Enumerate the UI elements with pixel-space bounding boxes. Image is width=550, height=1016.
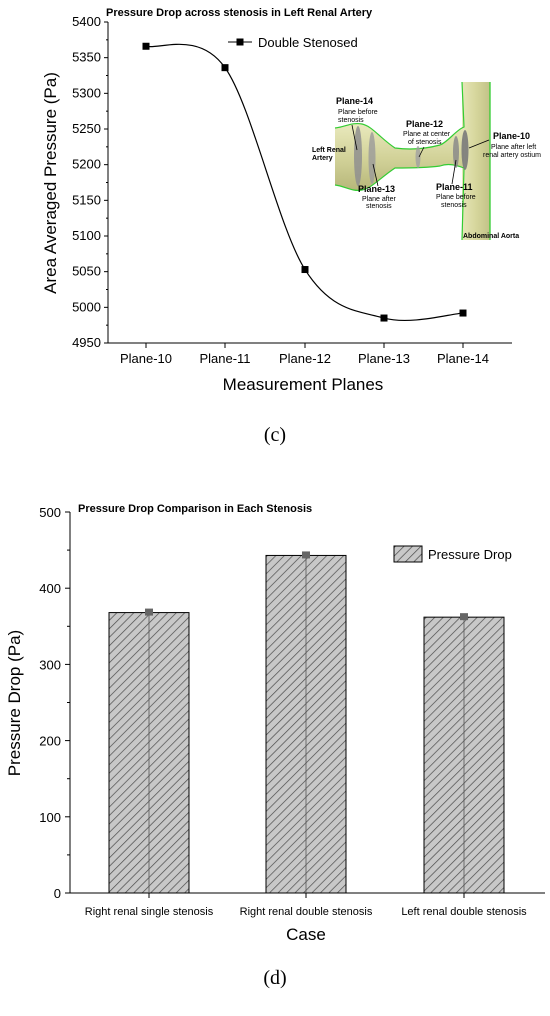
plane-10-desc-2: renal artery ostium	[483, 152, 541, 159]
arrow-plane-10	[468, 139, 490, 149]
c-xtick-label-1: Plane-11	[199, 351, 250, 366]
d-ytick-label-300: 300	[39, 657, 61, 672]
plane-12-name: Plane-12	[406, 119, 443, 129]
c-xtick-label-2: Plane-12	[279, 351, 331, 366]
chart-d-title: Pressure Drop Comparison in Each Stenosi…	[78, 503, 312, 515]
c-xtick-label-4: Plane-14	[437, 351, 489, 366]
chart-d-ylabel: Pressure Drop (Pa)	[5, 630, 24, 776]
chart-c-series	[142, 42, 467, 322]
panel-label-d: (d)	[263, 967, 287, 989]
plane-11-name: Plane-11	[436, 182, 473, 192]
plane-13-disc	[368, 132, 376, 184]
panel-label-c: (c)	[263, 424, 287, 446]
inset-left-label-2: Artery	[312, 155, 333, 162]
point-plane-11	[221, 64, 229, 72]
d-ytick-label-400: 400	[39, 581, 61, 596]
bar-marker-2	[460, 613, 468, 621]
chart-c-y-ticks: 4950 5000 5050 5100 5150 5200 5250 5300 5350 5400	[72, 14, 108, 350]
inset-right-label: Abdominal Aorta	[463, 233, 519, 240]
point-plane-12	[301, 266, 309, 274]
plane-11-desc-2: stenosis	[441, 202, 467, 209]
chart-c-legend: Double Stenosed	[228, 35, 358, 50]
plane-11-desc-1: Plane before	[436, 194, 476, 201]
d-xtick-label-0: Right renal single stenosis	[85, 906, 214, 918]
legend-d-swatch	[393, 545, 423, 563]
renal-wall-bottom	[334, 163, 465, 241]
arrow-plane-12	[418, 146, 425, 158]
c-xtick-label-3: Plane-13	[358, 351, 410, 366]
c-ytick-label-4950: 4950	[72, 335, 101, 350]
renal-wall-top	[334, 81, 465, 150]
inset-left-label-1: Left Renal	[312, 147, 346, 154]
plane-14-desc-2: stenosis	[338, 117, 364, 124]
chart-c-title: Pressure Drop across stenosis in Left Re…	[106, 7, 373, 19]
line-chart-c: Pressure Drop across stenosis in Left Re…	[41, 7, 541, 394]
vessel-inset: Left Renal Artery Abdominal Aorta Plane-…	[312, 81, 541, 241]
d-xtick-label-1: Right renal double stenosis	[240, 906, 373, 918]
plane-10-name: Plane-10	[493, 131, 530, 141]
d-xtick-label-2: Left renal double stenosis	[401, 906, 527, 918]
c-ytick-label-5000: 5000	[72, 299, 101, 314]
plane-13-desc-2: stenosis	[366, 203, 392, 210]
c-ytick-label-5200: 5200	[72, 157, 101, 172]
chart-c-x-ticks: Plane-10 Plane-11 Plane-12 Plane-13 Plane-14	[120, 343, 489, 366]
chart-c-xlabel: Measurement Planes	[223, 375, 384, 394]
plane-14-name: Plane-14	[336, 96, 373, 106]
c-ytick-label-5350: 5350	[72, 50, 101, 65]
plane-14-desc-1: Plane before	[338, 109, 378, 116]
aorta-shape	[462, 82, 490, 240]
plane-13-name: Plane-13	[358, 184, 395, 194]
plane-14-disc	[354, 126, 362, 186]
renal-artery-shape	[335, 123, 464, 191]
d-ytick-label-0: 0	[54, 886, 61, 901]
arrow-plane-14	[351, 124, 358, 151]
c-ytick-label-5400: 5400	[72, 14, 101, 29]
c-ytick-label-5050: 5050	[72, 264, 101, 279]
chart-d-legend: Pressure Drop	[393, 545, 512, 563]
arrow-plane-11	[451, 159, 457, 185]
plane-12-desc-2: of stenosis	[408, 139, 442, 146]
chart-d-bars	[108, 551, 505, 894]
chart-d-y-ticks: 0 100 200 300 400 500	[39, 505, 70, 901]
plane-11-disc	[453, 136, 459, 168]
legend-c-label: Double Stenosed	[258, 35, 358, 50]
bar-chart-d: Pressure Drop Comparison in Each Stenosi…	[5, 503, 545, 944]
plane-13-desc-1: Plane after	[362, 196, 397, 203]
d-ytick-label-100: 100	[39, 810, 61, 825]
bar-marker-0	[145, 608, 153, 616]
chart-d-xlabel: Case	[286, 925, 326, 944]
d-ytick-label-500: 500	[39, 505, 61, 520]
point-plane-13	[380, 314, 388, 322]
legend-d-label: Pressure Drop	[428, 547, 512, 562]
plane-12-disc	[415, 146, 421, 168]
series-double-stenosed-line	[145, 43, 464, 321]
point-plane-10	[142, 42, 150, 50]
c-ytick-label-5100: 5100	[72, 228, 101, 243]
plane-12-desc-1: Plane at center	[403, 131, 451, 138]
plane-10-disc	[461, 130, 469, 170]
legend-c-marker	[236, 38, 244, 46]
arrow-plane-13	[372, 163, 379, 187]
c-ytick-label-5250: 5250	[72, 121, 101, 136]
c-ytick-label-5300: 5300	[72, 85, 101, 100]
d-ytick-label-200: 200	[39, 734, 61, 749]
c-xtick-label-0: Plane-10	[120, 351, 172, 366]
c-ytick-label-5150: 5150	[72, 192, 101, 207]
point-plane-14	[459, 309, 467, 317]
chart-c-ylabel: Area Averaged Pressure (Pa)	[41, 72, 60, 294]
bar-marker-1	[302, 551, 310, 559]
chart-d-x-ticks: Right renal single stenosis Right renal d…	[85, 893, 527, 918]
plane-10-desc-1: Plane after left	[491, 144, 536, 151]
